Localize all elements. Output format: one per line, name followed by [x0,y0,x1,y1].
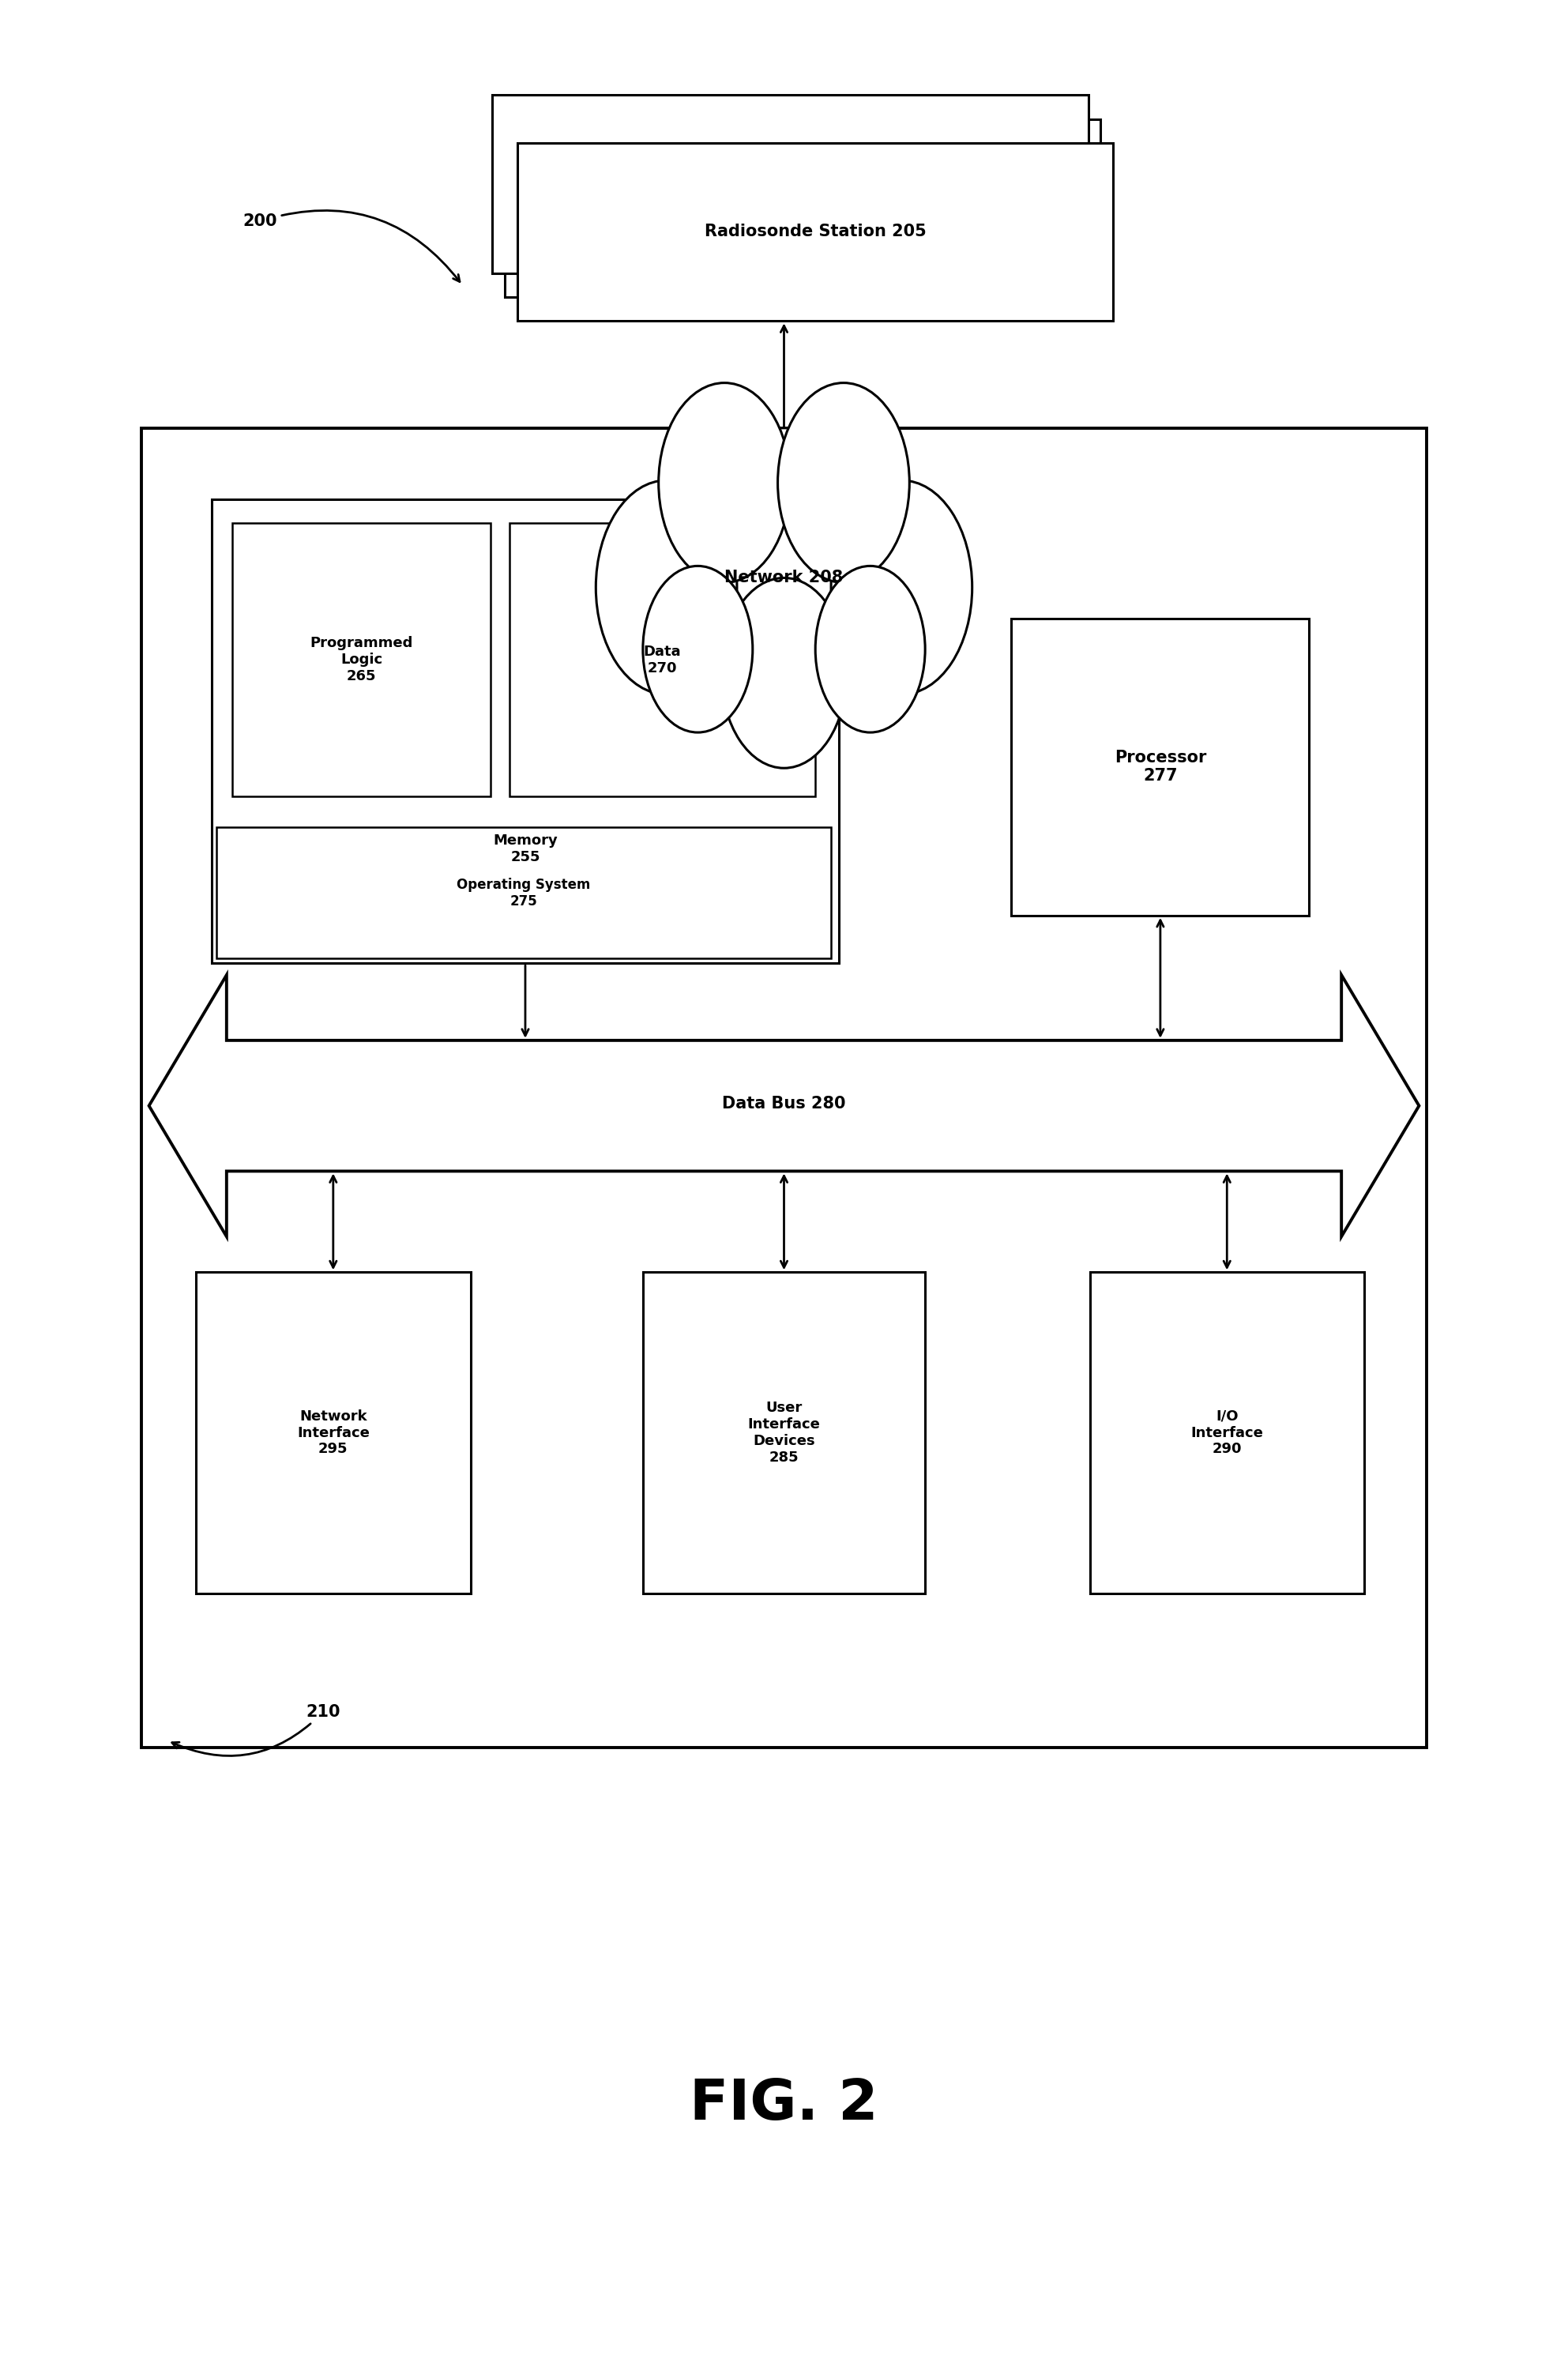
Text: Radiosonde Station 205: Radiosonde Station 205 [704,224,927,240]
Circle shape [596,480,737,694]
Circle shape [596,480,737,694]
Text: FIG. 2: FIG. 2 [690,2078,878,2131]
Bar [141,428,1427,1748]
Text: Network
Interface
295: Network Interface 295 [296,1410,370,1455]
Bar [505,119,1101,297]
Text: Data
270: Data 270 [644,644,681,675]
Text: Programmed
Logic
265: Programmed Logic 265 [310,637,412,682]
Text: 210: 210 [172,1705,340,1755]
Circle shape [643,566,753,732]
Bar [216,828,831,958]
Circle shape [659,383,790,583]
Text: Processor
277: Processor 277 [1115,749,1206,785]
Bar [517,143,1113,321]
Circle shape [643,566,753,732]
Bar [492,95,1088,273]
Text: I/O
Interface
290: I/O Interface 290 [1190,1410,1264,1455]
Circle shape [721,578,847,768]
Bar [643,1272,925,1593]
Text: 200: 200 [243,212,459,281]
Circle shape [815,566,925,732]
Text: Network 208: Network 208 [724,571,844,585]
Circle shape [690,428,878,713]
Circle shape [778,383,909,583]
Circle shape [778,383,909,583]
Circle shape [831,480,972,694]
Bar [232,523,491,797]
Bar [1090,1272,1364,1593]
Text: Memory
255: Memory 255 [492,835,558,863]
Bar [212,499,839,963]
Circle shape [690,428,878,713]
Bar [1011,618,1309,916]
Text: Operating System
275: Operating System 275 [456,877,591,908]
Circle shape [815,566,925,732]
Text: Data Bus 280: Data Bus 280 [723,1096,845,1111]
Circle shape [831,480,972,694]
Polygon shape [149,975,1419,1237]
Text: User
Interface
Devices
285: User Interface Devices 285 [748,1401,820,1465]
Bar [196,1272,470,1593]
Bar [510,523,815,797]
Circle shape [721,578,847,768]
Circle shape [659,383,790,583]
